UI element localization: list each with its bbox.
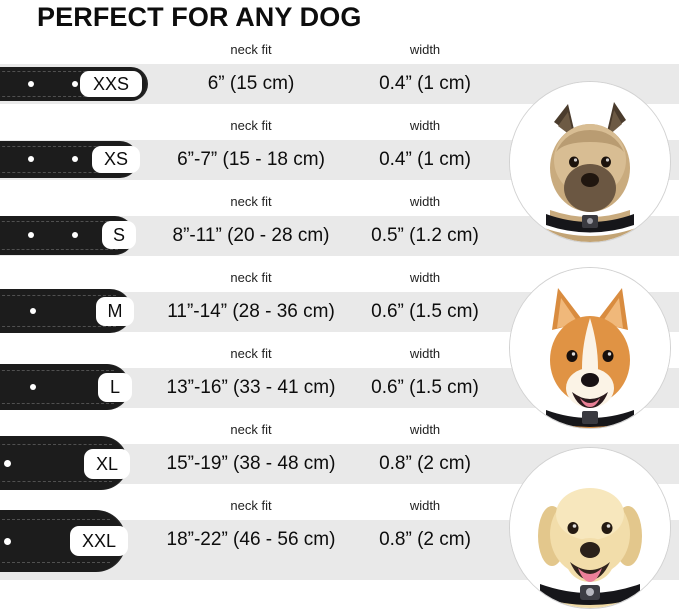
cell-width: 0.8” (2 cm) bbox=[379, 529, 471, 550]
size-badge-xxs: XXS bbox=[80, 71, 142, 97]
page-title: PERFECT FOR ANY DOG bbox=[37, 2, 362, 32]
size-badge-s: S bbox=[102, 221, 136, 249]
column-header-neck-fit: neck fit bbox=[230, 346, 272, 361]
column-header-neck-fit: neck fit bbox=[230, 194, 272, 209]
column-header-neck-fit: neck fit bbox=[230, 118, 272, 133]
column-header-width: width bbox=[409, 118, 441, 133]
size-badge-xxl: XXL bbox=[70, 526, 128, 556]
column-headers: neck fit width bbox=[0, 420, 679, 444]
stitch-line bbox=[0, 295, 116, 296]
column-headers: neck fit width bbox=[0, 268, 679, 292]
cell-neck-fit: 8”-11” (20 - 28 cm) bbox=[172, 225, 330, 246]
column-headers: neck fit width bbox=[0, 192, 679, 216]
column-header-width: width bbox=[409, 498, 441, 513]
column-headers: neck fit width bbox=[0, 344, 679, 368]
cell-neck-fit: 15”-19” (38 - 48 cm) bbox=[166, 453, 336, 474]
stitch-line bbox=[0, 172, 122, 173]
column-header-neck-fit: neck fit bbox=[230, 270, 272, 285]
column-header-neck-fit: neck fit bbox=[230, 42, 272, 57]
size-badge-xs: XS bbox=[92, 146, 140, 173]
stitch-line bbox=[0, 221, 118, 222]
small-terrier-dog-photo bbox=[509, 81, 671, 243]
punch-hole bbox=[72, 232, 78, 238]
stitch-line bbox=[0, 249, 118, 250]
size-badge-l: L bbox=[98, 373, 132, 402]
punch-hole bbox=[4, 460, 11, 467]
punch-hole bbox=[72, 81, 78, 87]
punch-hole bbox=[72, 156, 78, 162]
punch-hole bbox=[30, 308, 36, 314]
stitch-line bbox=[0, 71, 132, 72]
cell-width: 0.4” (1 cm) bbox=[379, 149, 471, 170]
stitch-line bbox=[0, 370, 114, 371]
cell-width: 0.6” (1.5 cm) bbox=[371, 377, 479, 398]
size-badge-m: M bbox=[96, 297, 134, 326]
cell-neck-fit: 6” (15 cm) bbox=[207, 73, 295, 94]
stitch-line bbox=[0, 562, 110, 563]
column-header-width: width bbox=[409, 194, 441, 209]
stitch-line bbox=[0, 444, 112, 445]
labrador-dog-photo bbox=[509, 447, 671, 609]
stitch-line bbox=[0, 403, 114, 404]
column-header-neck-fit: neck fit bbox=[230, 422, 272, 437]
punch-hole bbox=[30, 384, 36, 390]
punch-hole bbox=[4, 538, 11, 545]
cell-neck-fit: 11”-14” (28 - 36 cm) bbox=[167, 301, 335, 322]
punch-hole bbox=[28, 81, 34, 87]
punch-hole bbox=[28, 232, 34, 238]
cell-width: 0.5” (1.2 cm) bbox=[371, 225, 479, 246]
punch-hole bbox=[28, 156, 34, 162]
column-header-neck-fit: neck fit bbox=[230, 498, 272, 513]
cell-width: 0.8” (2 cm) bbox=[379, 453, 471, 474]
cell-width: 0.6” (1.5 cm) bbox=[371, 301, 479, 322]
stitch-line bbox=[0, 146, 122, 147]
column-headers: neck fit width bbox=[0, 116, 679, 140]
column-headers: neck fit width bbox=[0, 496, 679, 520]
corgi-dog-photo bbox=[509, 267, 671, 429]
stitch-line bbox=[0, 481, 112, 482]
stitch-line bbox=[0, 519, 110, 520]
column-header-width: width bbox=[409, 346, 441, 361]
column-header-width: width bbox=[409, 42, 441, 57]
stitch-line bbox=[0, 96, 132, 97]
stitch-line bbox=[0, 326, 116, 327]
column-header-width: width bbox=[409, 422, 441, 437]
cell-neck-fit: 13”-16” (33 - 41 cm) bbox=[166, 377, 336, 398]
cell-neck-fit: 6”-7” (15 - 18 cm) bbox=[177, 149, 325, 170]
column-header-width: width bbox=[409, 270, 441, 285]
cell-width: 0.4” (1 cm) bbox=[379, 73, 471, 94]
column-headers: neck fit width bbox=[0, 40, 679, 64]
cell-neck-fit: 18”-22” (46 - 56 cm) bbox=[166, 529, 336, 550]
size-badge-xl: XL bbox=[84, 449, 130, 479]
